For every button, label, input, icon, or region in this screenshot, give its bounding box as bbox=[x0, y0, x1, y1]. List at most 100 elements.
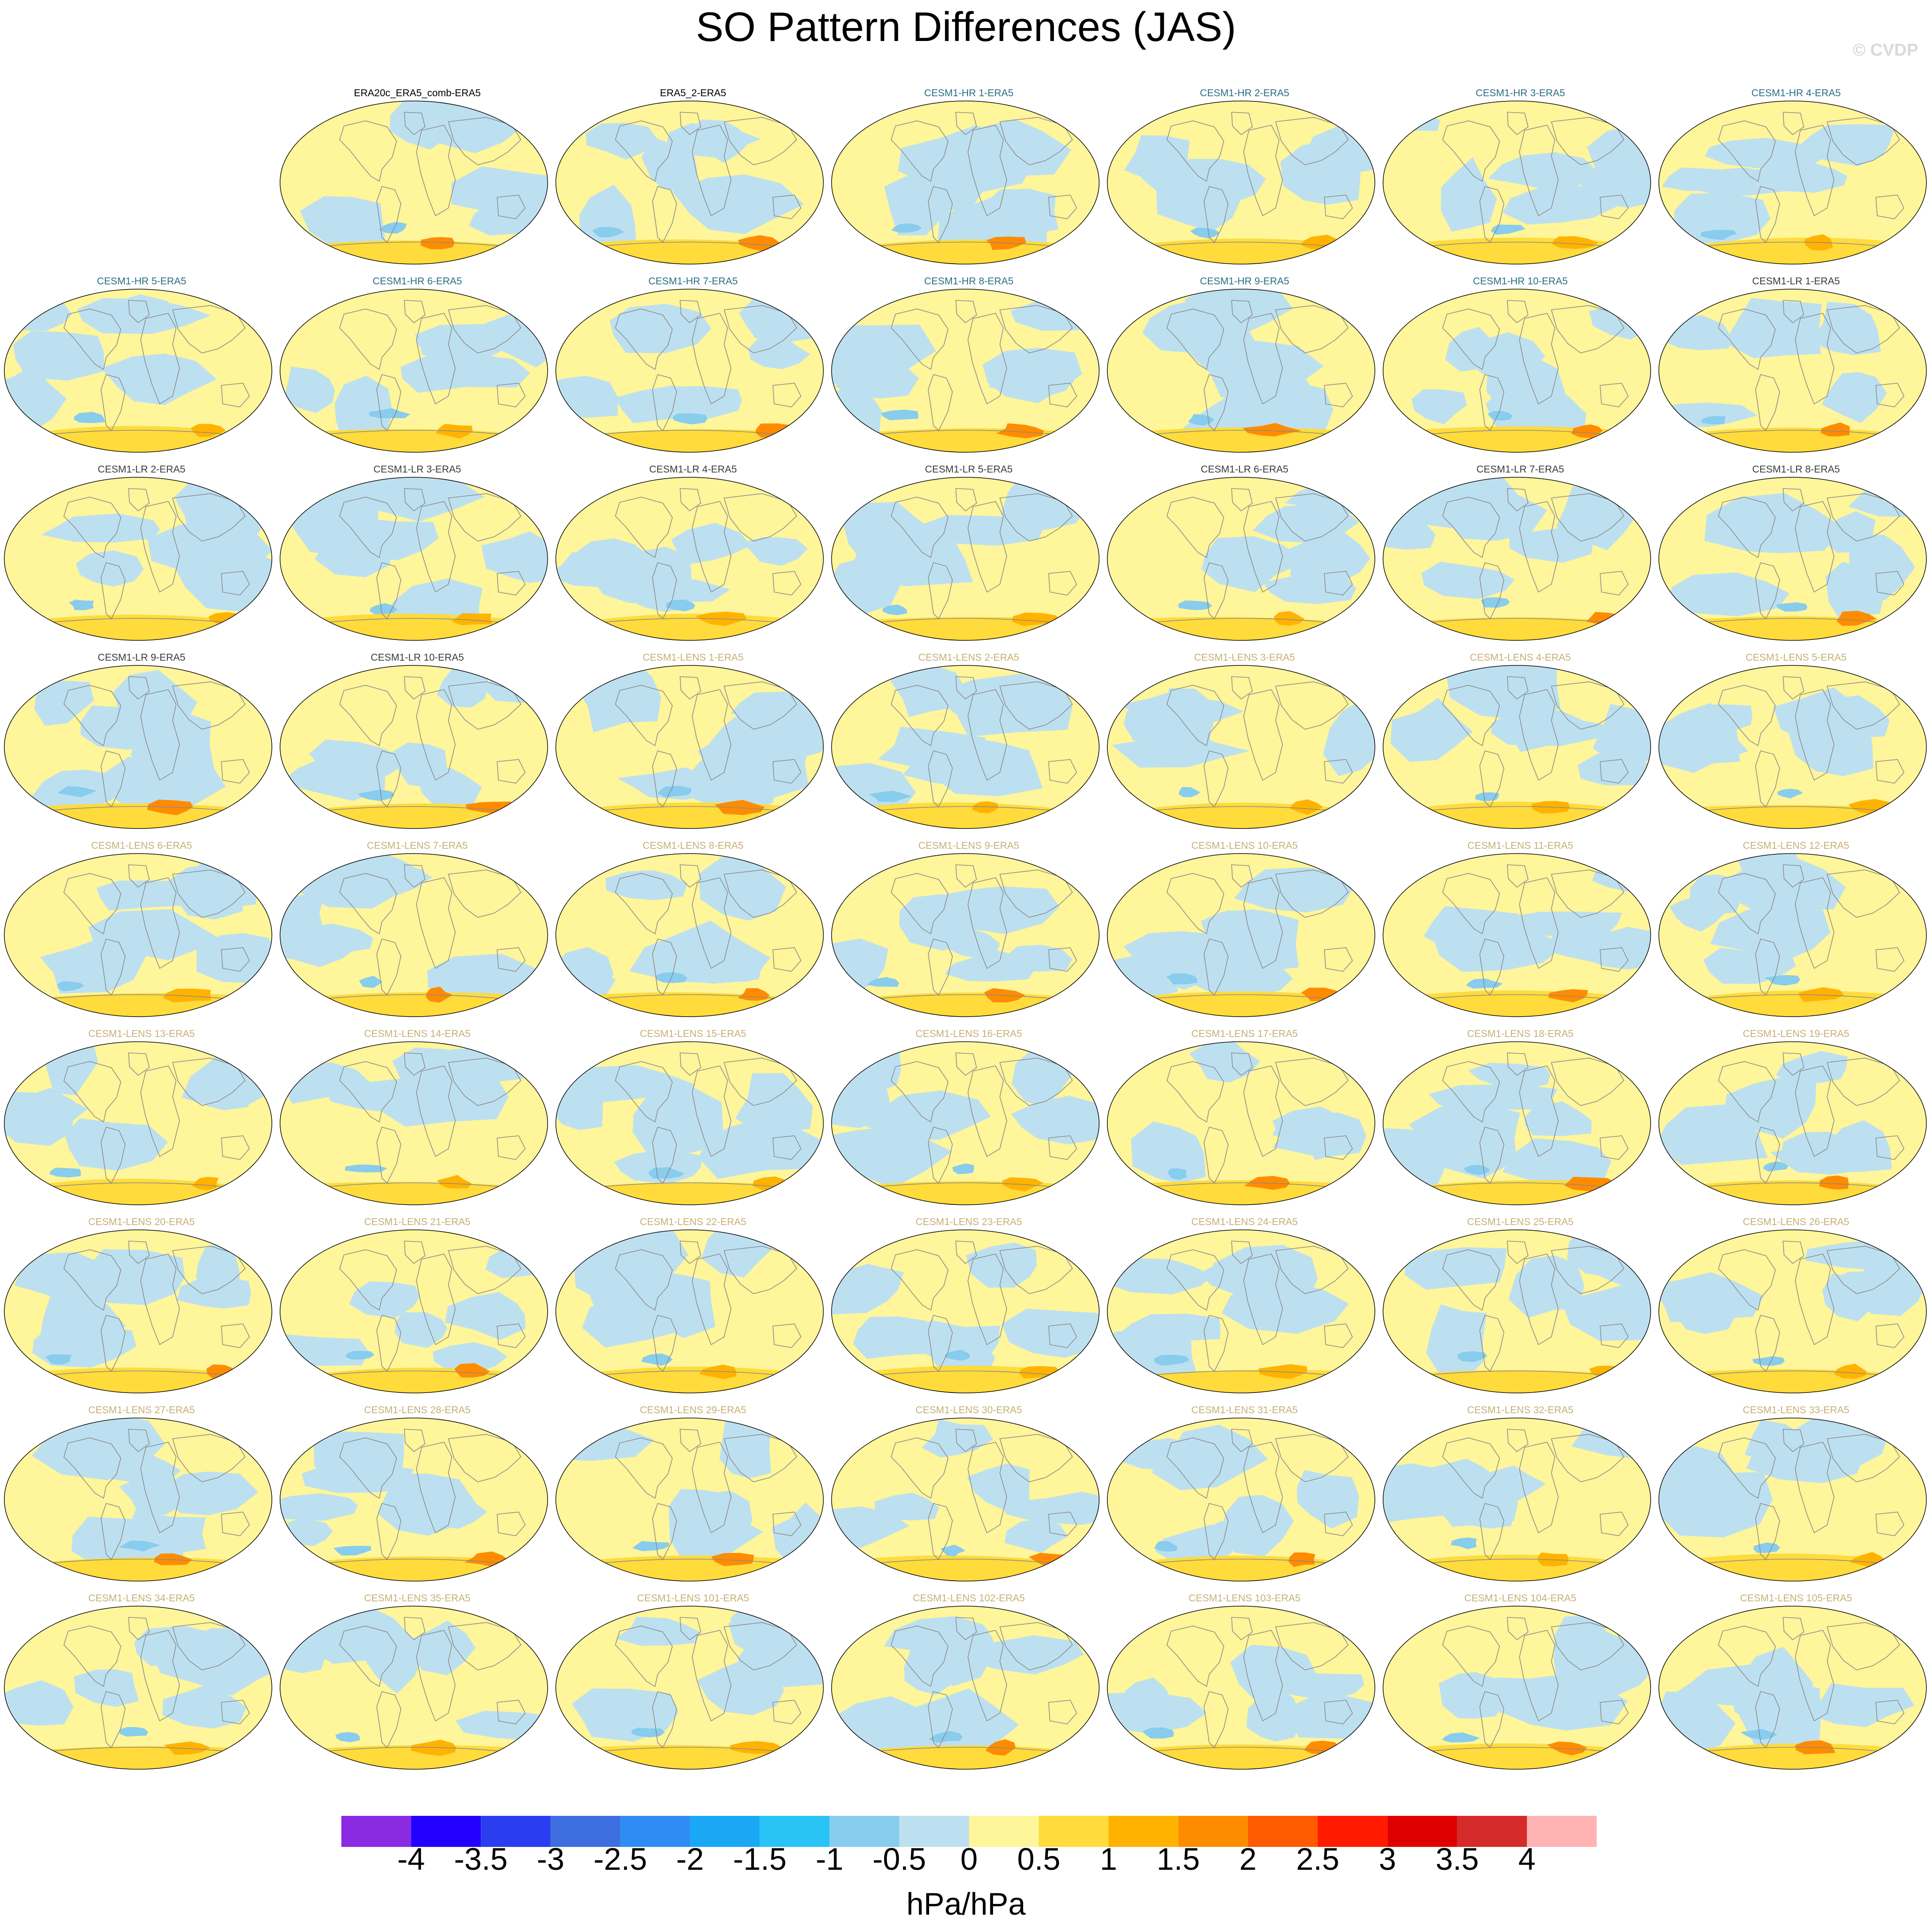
map-border bbox=[4, 1418, 272, 1582]
panel-title: CESM1-LR 5-ERA5 bbox=[925, 463, 1013, 475]
coastline bbox=[1442, 1626, 1500, 1687]
contour-region-negative bbox=[1112, 732, 1250, 768]
contour-region-negative bbox=[910, 1320, 1000, 1370]
contour-region-positive bbox=[1289, 1552, 1315, 1567]
contour-region-negative bbox=[701, 1490, 753, 1544]
panel-title: CESM1-LR 7-ERA5 bbox=[1476, 463, 1564, 475]
coastline bbox=[221, 1135, 250, 1160]
contour-region-positive bbox=[1821, 422, 1850, 437]
colorbar-swatch bbox=[1248, 1816, 1318, 1847]
contour-region-negative bbox=[719, 1418, 772, 1479]
map-border bbox=[1658, 101, 1927, 265]
contour-region-negative bbox=[697, 1655, 784, 1715]
contour-region-negative bbox=[4, 1091, 88, 1128]
contour-region-negative bbox=[632, 1541, 669, 1551]
coastline bbox=[723, 117, 797, 165]
coastline bbox=[404, 1052, 425, 1076]
map-plot bbox=[1107, 477, 1375, 641]
coastline bbox=[1551, 117, 1625, 165]
coastline bbox=[172, 681, 246, 730]
map-border bbox=[555, 1418, 824, 1582]
map-plot bbox=[831, 289, 1100, 453]
colorbar-tick-label: -1 bbox=[816, 1842, 844, 1877]
contour-region-negative bbox=[1004, 1491, 1099, 1525]
map-plot bbox=[1383, 101, 1651, 265]
coastline bbox=[1875, 571, 1904, 596]
contour-region-negative bbox=[1268, 1672, 1365, 1701]
coastline bbox=[772, 1323, 801, 1348]
contour-region-negative bbox=[1167, 1168, 1187, 1180]
coastline bbox=[723, 870, 797, 918]
coastline bbox=[615, 497, 673, 558]
contour-region-negative bbox=[1503, 703, 1566, 752]
contour-region-negative bbox=[1488, 411, 1513, 421]
contour-region-negative bbox=[698, 1118, 823, 1179]
colorbar-tick-label: 3 bbox=[1379, 1842, 1396, 1877]
contour-region-negative bbox=[1491, 224, 1525, 235]
coastline bbox=[1600, 759, 1629, 784]
coastline bbox=[999, 305, 1073, 353]
coastline bbox=[1783, 1617, 1804, 1641]
contour-region-positive bbox=[711, 1553, 754, 1566]
coastline bbox=[339, 685, 397, 747]
coastline bbox=[723, 1058, 797, 1106]
map-border bbox=[1107, 289, 1375, 453]
contour-region-positive bbox=[755, 423, 798, 438]
coastline bbox=[1145, 430, 1337, 435]
contour-region-positive bbox=[305, 992, 525, 1017]
map-panel: CESM1-LENS 28-ERA5 bbox=[279, 1403, 555, 1591]
coastline bbox=[140, 1630, 180, 1722]
coastline bbox=[680, 676, 701, 700]
map-border bbox=[555, 665, 824, 829]
contour-region-negative bbox=[1580, 161, 1651, 208]
contour-region-positive bbox=[29, 1746, 249, 1769]
map-border bbox=[1107, 665, 1375, 829]
coastline bbox=[1166, 1437, 1224, 1499]
contour-region-negative bbox=[1705, 138, 1833, 170]
coastline bbox=[1243, 877, 1283, 969]
contour-region-positive bbox=[1019, 1366, 1062, 1379]
coastline bbox=[1826, 1622, 1900, 1670]
contour-region-positive bbox=[1834, 1364, 1867, 1379]
contour-region-positive bbox=[154, 1553, 192, 1566]
contour-region-negative bbox=[1661, 167, 1735, 191]
contour-region-negative bbox=[657, 786, 692, 797]
coastline bbox=[999, 1622, 1073, 1670]
coastline bbox=[318, 242, 510, 247]
colorbar-tick-label: 3.5 bbox=[1435, 1842, 1479, 1877]
coastline bbox=[1442, 1061, 1500, 1123]
coastline bbox=[1324, 383, 1353, 407]
map-panel: CESM1-LENS 30-ERA5 bbox=[831, 1403, 1107, 1591]
contour-region-negative bbox=[40, 1288, 126, 1351]
contour-region-negative bbox=[95, 1454, 181, 1489]
contour-region-positive bbox=[1291, 799, 1323, 815]
coastline bbox=[891, 1249, 949, 1311]
contour-region-negative bbox=[345, 1351, 375, 1360]
coastline bbox=[1600, 947, 1629, 972]
coastline bbox=[318, 1747, 510, 1752]
contour-region-positive bbox=[857, 428, 1077, 452]
map-panel: CESM1-HR 9-ERA5 bbox=[1106, 274, 1383, 463]
coastline bbox=[339, 1061, 397, 1123]
contour-region-positive bbox=[996, 423, 1044, 438]
map-plot bbox=[1383, 1606, 1651, 1770]
colorbar-tick-label: -3.5 bbox=[454, 1842, 508, 1877]
map-panel: CESM1-HR 1-ERA5 bbox=[831, 86, 1107, 274]
contour-region-negative bbox=[1252, 504, 1359, 544]
map-border bbox=[831, 853, 1100, 1017]
coastline bbox=[955, 1241, 977, 1264]
contour-region-negative bbox=[1502, 1138, 1611, 1182]
coastline bbox=[1231, 488, 1253, 512]
coastline bbox=[999, 117, 1073, 165]
coastline bbox=[891, 873, 949, 935]
coastline bbox=[172, 870, 246, 918]
panel-title: CESM1-LENS 12-ERA5 bbox=[1743, 840, 1850, 851]
coastline bbox=[42, 430, 234, 435]
panel-title: CESM1-LENS 33-ERA5 bbox=[1743, 1404, 1850, 1415]
map-panel: CESM1-LENS 15-ERA5 bbox=[555, 1027, 831, 1215]
contour-region-negative bbox=[1849, 534, 1916, 601]
coastline bbox=[1048, 1700, 1077, 1724]
coastline bbox=[172, 1434, 246, 1482]
colorbar-tick-label: -2 bbox=[676, 1842, 704, 1877]
coastline bbox=[869, 806, 1062, 812]
